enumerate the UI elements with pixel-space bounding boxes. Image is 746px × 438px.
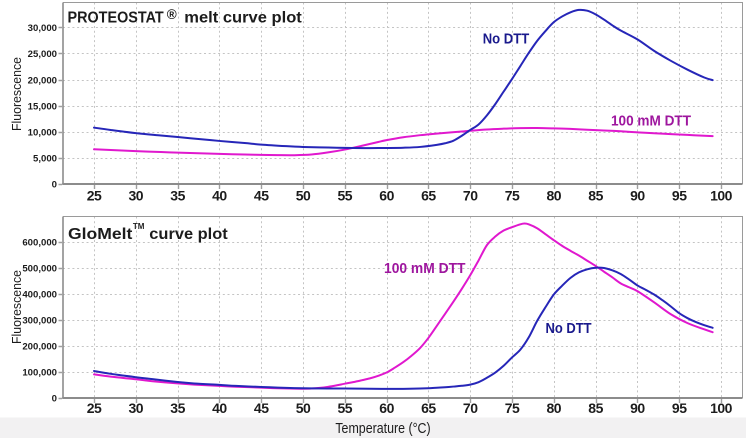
- svg-text:curve plot: curve plot: [149, 226, 228, 243]
- svg-text:20,000: 20,000: [28, 75, 57, 86]
- svg-text:0: 0: [52, 180, 57, 191]
- svg-text:40: 40: [212, 188, 227, 204]
- svg-text:85: 85: [588, 400, 603, 416]
- svg-text:25,000: 25,000: [28, 49, 57, 60]
- svg-text:90: 90: [630, 400, 645, 416]
- svg-text:55: 55: [338, 400, 353, 416]
- svg-text:70: 70: [463, 400, 478, 416]
- svg-text:600,000: 600,000: [22, 238, 57, 249]
- svg-text:PROTEOSTAT: PROTEOSTAT: [68, 9, 164, 26]
- svg-text:No DTT: No DTT: [483, 31, 530, 47]
- svg-text:90: 90: [630, 188, 645, 204]
- svg-text:No DTT: No DTT: [546, 321, 592, 337]
- svg-text:10,000: 10,000: [28, 128, 57, 139]
- svg-text:70: 70: [463, 188, 478, 204]
- svg-text:0: 0: [52, 394, 57, 405]
- svg-text:30,000: 30,000: [28, 23, 57, 34]
- svg-text:60: 60: [379, 188, 394, 204]
- svg-text:Fluorescence: Fluorescence: [10, 270, 24, 344]
- svg-text:®: ®: [167, 7, 177, 22]
- svg-text:45: 45: [254, 188, 269, 204]
- svg-text:65: 65: [421, 400, 436, 416]
- svg-text:45: 45: [254, 400, 269, 416]
- svg-text:75: 75: [505, 400, 520, 416]
- svg-text:100: 100: [710, 188, 733, 204]
- svg-text:100,000: 100,000: [22, 368, 57, 379]
- svg-text:25: 25: [87, 400, 102, 416]
- svg-text:500,000: 500,000: [22, 264, 57, 275]
- svg-text:95: 95: [672, 188, 687, 204]
- svg-text:65: 65: [421, 188, 436, 204]
- svg-text:50: 50: [296, 400, 311, 416]
- svg-text:75: 75: [505, 188, 520, 204]
- svg-text:5,000: 5,000: [33, 154, 57, 165]
- svg-text:50: 50: [296, 188, 311, 204]
- svg-text:35: 35: [170, 188, 185, 204]
- svg-text:55: 55: [338, 188, 353, 204]
- svg-text:85: 85: [588, 188, 603, 204]
- svg-text:100: 100: [710, 400, 733, 416]
- svg-text:60: 60: [379, 400, 394, 416]
- svg-text:melt curve plot: melt curve plot: [184, 9, 302, 26]
- svg-text:25: 25: [87, 188, 102, 204]
- svg-text:100 mM DTT: 100 mM DTT: [384, 261, 466, 277]
- svg-text:30: 30: [129, 188, 144, 204]
- svg-text:15,000: 15,000: [28, 101, 57, 112]
- svg-text:Temperature (°C): Temperature (°C): [335, 421, 430, 437]
- svg-text:80: 80: [547, 188, 562, 204]
- svg-text:TM: TM: [133, 222, 145, 231]
- svg-text:200,000: 200,000: [22, 342, 57, 353]
- svg-text:30: 30: [129, 400, 144, 416]
- svg-text:35: 35: [170, 400, 185, 416]
- svg-text:300,000: 300,000: [22, 316, 57, 327]
- svg-text:95: 95: [672, 400, 687, 416]
- svg-text:Fluorescence: Fluorescence: [10, 57, 24, 131]
- svg-text:40: 40: [212, 400, 227, 416]
- svg-text:GloMelt: GloMelt: [68, 226, 133, 243]
- svg-text:80: 80: [547, 400, 562, 416]
- svg-text:100 mM DTT: 100 mM DTT: [611, 114, 691, 130]
- svg-text:400,000: 400,000: [22, 290, 57, 301]
